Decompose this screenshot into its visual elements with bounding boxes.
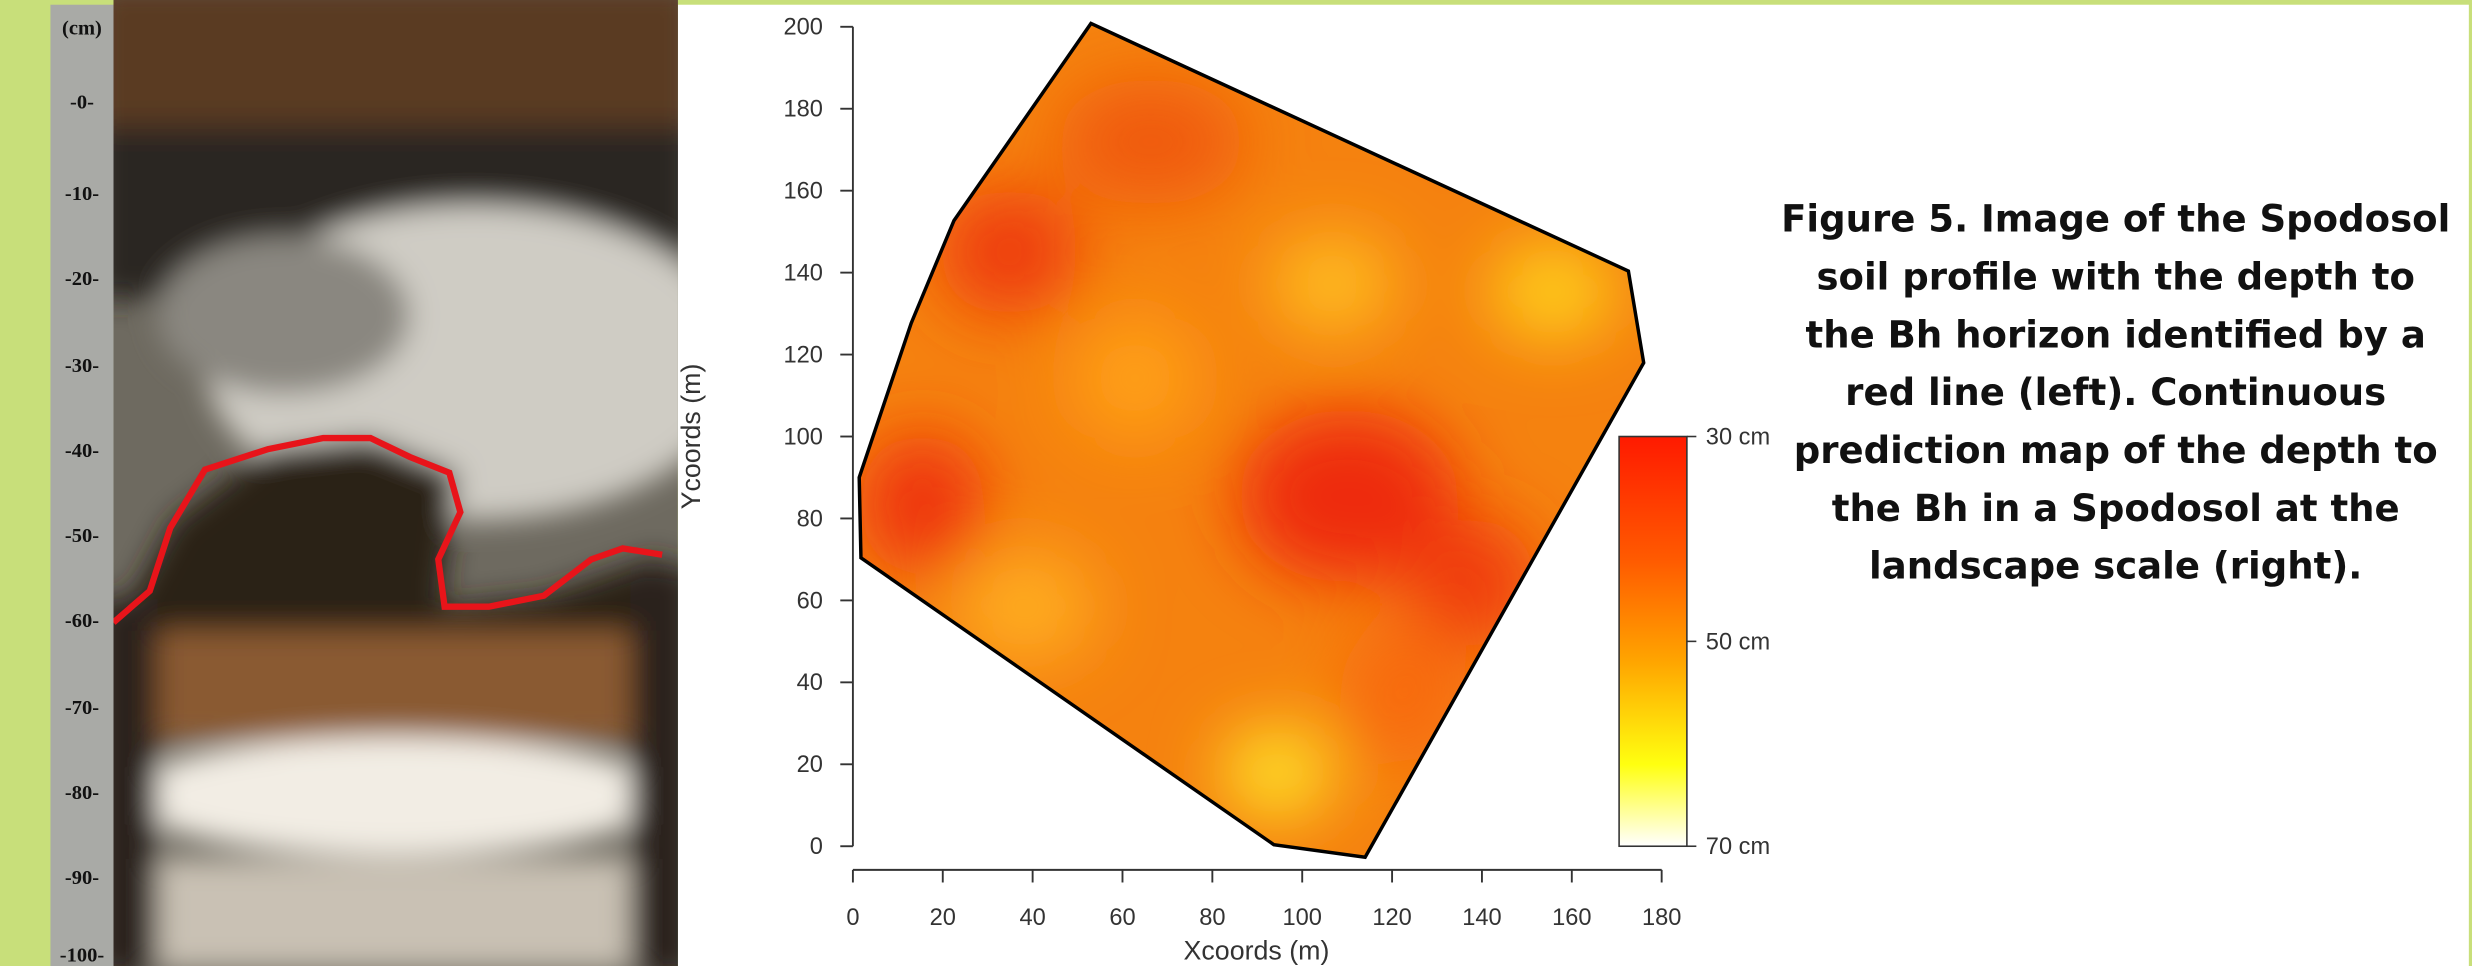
colorbar [1619, 437, 1687, 847]
caption-line: the Bh horizon identified by a [1806, 313, 2426, 356]
caption-line: soil profile with the depth to [1816, 255, 2414, 298]
caption-line: the Bh in a Spodosol at the [1832, 487, 2400, 530]
caption-line: landscape scale (right). [1869, 545, 2362, 588]
x-tick-label: 60 [1109, 905, 1135, 931]
y-tick-label: 60 [797, 588, 823, 614]
x-tick-label: 80 [1199, 905, 1225, 931]
ruler-label: -80- [65, 782, 99, 804]
caption-line: Figure 5. Image of the Spodosol [1781, 198, 2450, 241]
colorbar-label: 50 cm [1706, 629, 1770, 655]
soil-photo [95, 0, 741, 966]
page: {"photo": {"ruler_labels": ["(cm)", "-0-… [0, 0, 2472, 966]
y-tick-label: 20 [797, 752, 823, 778]
x-tick-label: 100 [1282, 905, 1321, 931]
y-tick-label: 160 [784, 179, 823, 205]
ruler-label: -20- [65, 268, 99, 290]
y-tick-label: 100 [784, 424, 823, 450]
y-tick-label: 80 [797, 506, 823, 532]
colorbar-label: 30 cm [1706, 424, 1770, 450]
y-tick-label: 140 [784, 261, 823, 287]
y-tick-label: 40 [797, 670, 823, 696]
ruler-label: -50- [65, 525, 99, 547]
ruler-label: -90- [65, 867, 99, 889]
colorbar-label: 70 cm [1706, 834, 1770, 860]
ruler-label: -60- [65, 610, 99, 632]
x-tick-label: 40 [1019, 905, 1045, 931]
ruler-label: -0- [70, 92, 94, 114]
y-axis-label: Ycoords (m) [676, 364, 706, 510]
ruler-label: -40- [65, 440, 99, 462]
ruler-label: (cm) [62, 18, 102, 40]
y-tick-label: 0 [810, 834, 823, 860]
x-tick-label: 160 [1552, 905, 1591, 931]
figure: (cm) -0- -10- -20- -30- -40- -50- -60- -70- -80- -… [0, 0, 2472, 966]
y-tick-label: 120 [784, 342, 823, 368]
caption-line: prediction map of the depth to [1794, 429, 2438, 472]
ruler-label: -30- [65, 355, 99, 377]
y-tick-label: 180 [784, 97, 823, 123]
x-tick-label: 120 [1372, 905, 1411, 931]
ruler [50, 5, 113, 966]
x-tick-label: 180 [1642, 905, 1681, 931]
caption-line: red line (left). Continuous [1845, 371, 2386, 414]
x-tick-label: 0 [846, 905, 859, 931]
y-tick-label: 200 [784, 15, 823, 41]
x-axis-label: Xcoords (m) [1184, 936, 1330, 966]
ruler-label: -70- [65, 697, 99, 719]
ruler-label: -10- [65, 183, 99, 205]
x-tick-label: 140 [1462, 905, 1501, 931]
x-tick-label: 20 [930, 905, 956, 931]
ruler-label: -100- [60, 944, 105, 966]
